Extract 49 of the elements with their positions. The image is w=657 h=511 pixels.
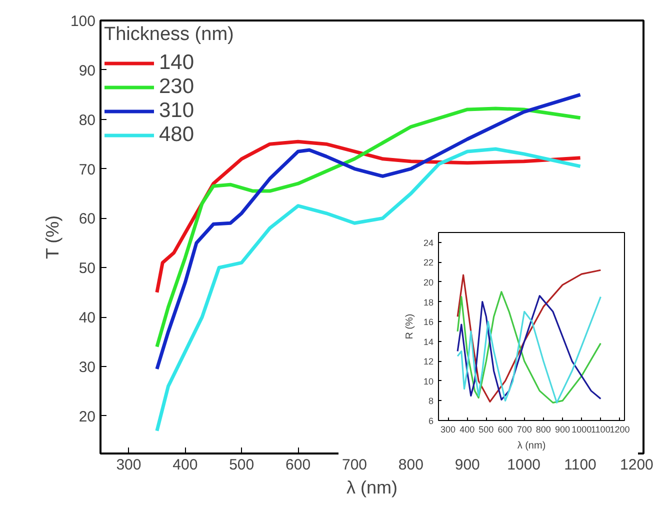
legend-label: 310 (159, 99, 194, 123)
x-tick-label: 1100 (564, 456, 596, 474)
x-tick-label: 400 (460, 424, 475, 434)
y-tick-label: 14 (423, 336, 434, 347)
x-tick-label: 600 (286, 456, 311, 474)
y-tick-label: 70 (78, 161, 96, 178)
x-tick-label: 800 (398, 456, 424, 474)
x-tick-label: 1200 (620, 456, 654, 474)
y-tick-label: 20 (423, 277, 434, 288)
y-tick-label: 90 (78, 62, 96, 80)
y-tick-label: 100 (70, 13, 96, 30)
legend-label: 230 (159, 75, 194, 99)
y-tick-label: 22 (423, 258, 434, 268)
x-tick-label: 1100 (590, 424, 610, 434)
y-tick-label: 18 (423, 297, 434, 308)
x-axis-title: λ (nm) (346, 478, 398, 498)
x-tick-label: 300 (440, 424, 456, 434)
legend-label: 480 (159, 123, 194, 147)
x-tick-label: 1000 (507, 456, 541, 474)
y-axis-title: T (%) (42, 215, 62, 259)
x-tick-label: 1000 (572, 424, 592, 434)
x-tick-label: 500 (478, 424, 494, 434)
y-tick-label: 8 (428, 396, 434, 406)
y-tick-label: 20 (78, 408, 96, 426)
x-tick-label: 900 (454, 456, 480, 474)
x-axis-title: λ (nm) (517, 440, 546, 452)
y-tick-label: 24 (423, 238, 434, 248)
y-tick-label: 50 (78, 260, 96, 278)
y-tick-label: 6 (428, 416, 434, 426)
x-tick-label: 400 (172, 456, 198, 474)
y-tick-label: 30 (78, 359, 96, 376)
y-tick-label: 80 (78, 112, 96, 129)
x-tick-label: 800 (536, 424, 551, 434)
x-tick-label: 1200 (610, 424, 630, 434)
x-tick-label: 300 (116, 456, 142, 474)
y-tick-label: 60 (78, 210, 96, 228)
x-tick-label: 700 (342, 456, 368, 474)
line-series (456, 269, 602, 402)
y-tick-label: 12 (423, 356, 434, 367)
y-tick-label: 16 (423, 317, 434, 328)
x-tick-label: 500 (229, 456, 254, 474)
y-tick-label: 40 (78, 310, 96, 327)
y-axis-title: R (%) (404, 314, 416, 340)
y-tick-label: 10 (423, 376, 434, 386)
legend-title: Thickness (nm) (104, 24, 234, 46)
legend-label: 140 (159, 51, 194, 75)
x-tick-label: 600 (498, 424, 513, 434)
x-tick-label: 700 (516, 424, 532, 434)
x-tick-label: 900 (554, 424, 570, 434)
